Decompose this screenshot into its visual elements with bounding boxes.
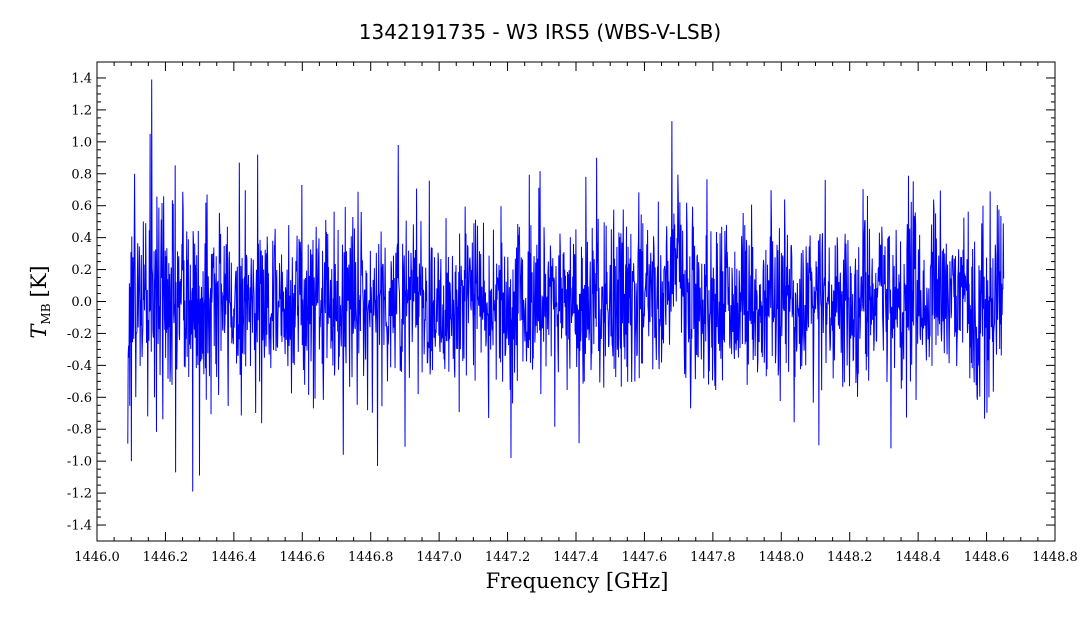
y-tick-label: -1.0 — [67, 455, 92, 470]
y-axis-subscript: MB — [39, 303, 53, 324]
y-tick-label: 0.4 — [71, 231, 92, 246]
y-axis-label: TMB [K] — [27, 265, 53, 338]
x-tick-label: 1447.6 — [622, 550, 668, 565]
y-tick-label: 0.6 — [71, 199, 92, 214]
y-axis: -1.4 -1.2 -1.0 -0.8 -0.6 -0.4 -0.2 0.0 0.2 0.4 0.6… — [67, 71, 1055, 534]
x-tick-label: 1446.6 — [280, 550, 326, 565]
y-tick-label: 0.2 — [71, 263, 92, 278]
y-axis-unit: [K] — [27, 265, 51, 297]
y-tick-label: -1.4 — [67, 519, 92, 534]
y-tick-label: -0.2 — [67, 327, 92, 342]
x-tick-label: 1447.2 — [485, 550, 531, 565]
x-tick-label: 1448.0 — [759, 550, 805, 565]
x-tick-label: 1448.8 — [1032, 550, 1078, 565]
x-axis-label: Frequency [GHz] — [486, 569, 669, 593]
y-tick-label: 1.4 — [71, 71, 92, 86]
x-tick-label: 1446.8 — [348, 550, 394, 565]
x-tick-label: 1446.0 — [74, 550, 120, 565]
y-axis-symbol: T — [27, 323, 51, 339]
x-tick-label: 1448.6 — [964, 550, 1010, 565]
y-tick-label: -1.2 — [67, 487, 92, 502]
spectrum-series-line — [127, 79, 1005, 492]
x-tick-label: 1446.2 — [143, 550, 189, 565]
y-tick-label: -0.8 — [67, 423, 92, 438]
chart-title: 1342191735 - W3 IRS5 (WBS-V-LSB) — [359, 20, 721, 44]
x-axis: 1446.0 1446.2 1446.4 1446.6 1446.8 1447.0 1447… — [74, 62, 1078, 565]
y-tick-label: -0.6 — [67, 391, 92, 406]
x-tick-label: 1447.0 — [416, 550, 462, 565]
x-tick-label: 1448.2 — [827, 550, 873, 565]
y-tick-label: 1.0 — [71, 135, 92, 150]
x-tick-label: 1447.8 — [690, 550, 736, 565]
y-tick-label: 0.0 — [71, 295, 92, 310]
y-tick-label: 1.2 — [71, 103, 92, 118]
y-tick-label: -0.4 — [67, 359, 92, 374]
x-tick-label: 1448.4 — [895, 550, 941, 565]
y-tick-label: 0.8 — [71, 167, 92, 182]
x-tick-label: 1447.4 — [553, 550, 599, 565]
x-tick-label: 1446.4 — [211, 550, 257, 565]
